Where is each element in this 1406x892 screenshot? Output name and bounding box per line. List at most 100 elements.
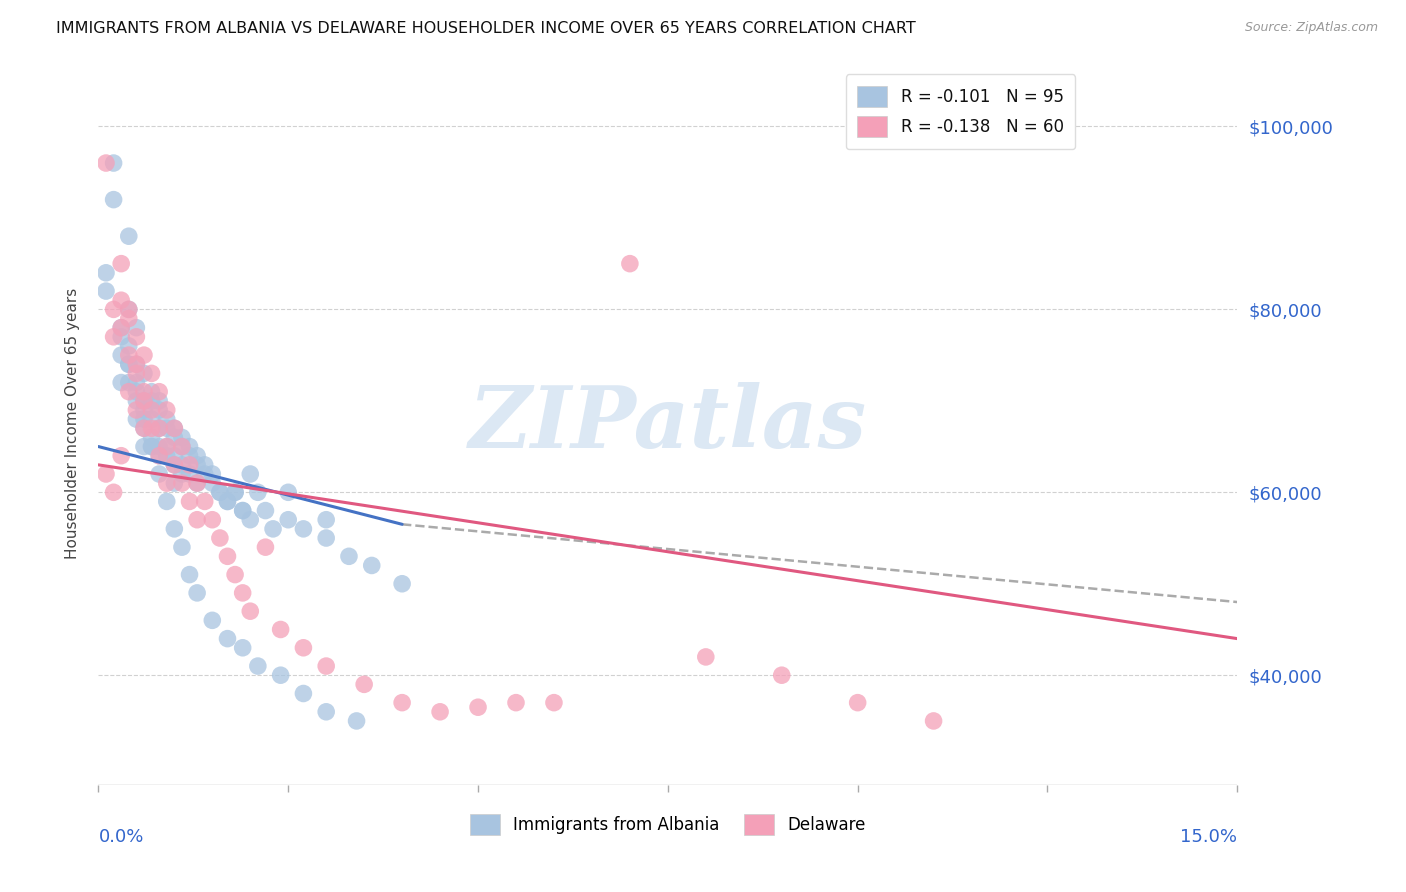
Point: [110, 330, 132, 344]
Point: [125, 357, 148, 371]
Text: IMMIGRANTS FROM ALBANIA VS DELAWARE HOUSEHOLDER INCOME OVER 65 YEARS CORRELATION: IMMIGRANTS FROM ALBANIA VS DELAWARE HOUS…: [56, 21, 915, 36]
Point: [232, 586, 254, 600]
Point: [315, 513, 337, 527]
Point: [770, 668, 793, 682]
Point: [132, 440, 155, 454]
Point: [208, 485, 231, 500]
Point: [94, 156, 117, 170]
Point: [277, 485, 299, 500]
Point: [125, 357, 148, 371]
Text: 15.0%: 15.0%: [1180, 829, 1237, 847]
Point: [110, 320, 132, 334]
Point: [132, 384, 155, 399]
Point: [141, 403, 163, 417]
Point: [170, 540, 193, 554]
Point: [292, 522, 315, 536]
Point: [118, 384, 141, 399]
Point: [186, 476, 208, 491]
Point: [246, 485, 269, 500]
Point: [118, 357, 141, 371]
Point: [156, 476, 179, 491]
Point: [186, 513, 208, 527]
Point: [179, 458, 201, 472]
Point: [163, 458, 186, 472]
Point: [118, 229, 141, 244]
Point: [148, 384, 170, 399]
Point: [239, 513, 262, 527]
Point: [125, 376, 148, 390]
Point: [179, 449, 201, 463]
Point: [141, 430, 163, 444]
Point: [246, 659, 269, 673]
Point: [132, 421, 155, 435]
Point: [118, 311, 141, 326]
Point: [103, 330, 125, 344]
Point: [543, 696, 565, 710]
Point: [292, 686, 315, 700]
Point: [163, 430, 186, 444]
Point: [619, 257, 641, 271]
Point: [337, 549, 360, 564]
Point: [179, 494, 201, 508]
Point: [170, 476, 193, 491]
Point: [118, 302, 141, 317]
Point: [125, 367, 148, 381]
Point: [186, 476, 208, 491]
Point: [391, 576, 413, 591]
Point: [163, 458, 186, 472]
Point: [163, 522, 186, 536]
Point: [179, 567, 201, 582]
Point: [239, 467, 262, 481]
Point: [695, 649, 717, 664]
Point: [132, 403, 155, 417]
Point: [125, 393, 148, 408]
Point: [94, 266, 117, 280]
Point: [156, 412, 179, 426]
Point: [118, 348, 141, 362]
Point: [94, 467, 117, 481]
Point: [110, 320, 132, 334]
Point: [132, 348, 155, 362]
Point: [163, 449, 186, 463]
Point: [315, 659, 337, 673]
Point: [194, 458, 217, 472]
Point: [110, 348, 132, 362]
Point: [201, 513, 224, 527]
Point: [391, 696, 413, 710]
Point: [224, 485, 246, 500]
Point: [156, 421, 179, 435]
Point: [186, 586, 208, 600]
Point: [201, 613, 224, 627]
Point: [232, 503, 254, 517]
Point: [505, 696, 527, 710]
Point: [141, 384, 163, 399]
Text: Source: ZipAtlas.com: Source: ZipAtlas.com: [1244, 21, 1378, 34]
Point: [277, 513, 299, 527]
Point: [270, 623, 292, 637]
Text: ZIPatlas: ZIPatlas: [468, 382, 868, 466]
Point: [346, 714, 368, 728]
Point: [125, 330, 148, 344]
Point: [156, 494, 179, 508]
Point: [94, 284, 117, 298]
Point: [141, 393, 163, 408]
Point: [170, 440, 193, 454]
Point: [429, 705, 451, 719]
Point: [103, 156, 125, 170]
Point: [179, 440, 201, 454]
Point: [103, 302, 125, 317]
Point: [232, 503, 254, 517]
Point: [110, 376, 132, 390]
Point: [110, 449, 132, 463]
Point: [186, 458, 208, 472]
Point: [125, 384, 148, 399]
Point: [141, 440, 163, 454]
Point: [132, 393, 155, 408]
Point: [110, 293, 132, 308]
Point: [270, 668, 292, 682]
Point: [118, 357, 141, 371]
Point: [353, 677, 375, 691]
Point: [208, 531, 231, 545]
Point: [118, 339, 141, 353]
Point: [179, 467, 201, 481]
